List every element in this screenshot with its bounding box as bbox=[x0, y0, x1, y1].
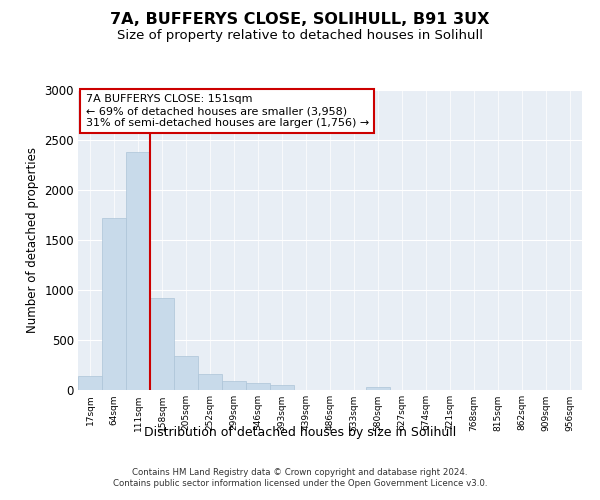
Bar bbox=[150, 298, 174, 390]
Bar bbox=[102, 218, 126, 390]
Text: Distribution of detached houses by size in Solihull: Distribution of detached houses by size … bbox=[144, 426, 456, 439]
Text: Size of property relative to detached houses in Solihull: Size of property relative to detached ho… bbox=[117, 29, 483, 42]
Bar bbox=[246, 383, 270, 390]
Bar bbox=[78, 376, 102, 390]
Text: 7A BUFFERYS CLOSE: 151sqm
← 69% of detached houses are smaller (3,958)
31% of se: 7A BUFFERYS CLOSE: 151sqm ← 69% of detac… bbox=[86, 94, 369, 128]
Text: Contains HM Land Registry data © Crown copyright and database right 2024.
Contai: Contains HM Land Registry data © Crown c… bbox=[113, 468, 487, 487]
Bar bbox=[174, 356, 198, 390]
Y-axis label: Number of detached properties: Number of detached properties bbox=[26, 147, 38, 333]
Bar bbox=[366, 387, 390, 390]
Bar bbox=[198, 374, 222, 390]
Text: 7A, BUFFERYS CLOSE, SOLIHULL, B91 3UX: 7A, BUFFERYS CLOSE, SOLIHULL, B91 3UX bbox=[110, 12, 490, 28]
Bar bbox=[270, 385, 294, 390]
Bar bbox=[126, 152, 150, 390]
Bar bbox=[222, 381, 246, 390]
